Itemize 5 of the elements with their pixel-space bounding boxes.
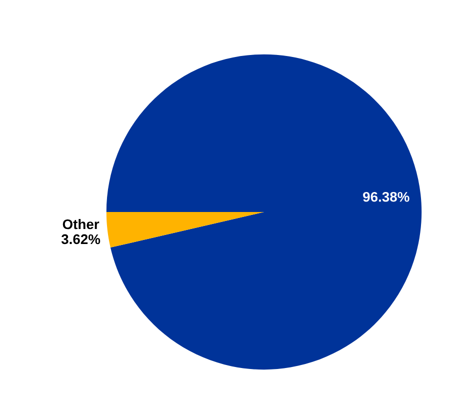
data-label: 96.38% [363, 192, 410, 202]
slice-label: Other [62, 218, 100, 230]
pie-slice [106, 54, 422, 370]
pie-slice [106, 212, 264, 248]
data-label: 3.62% [61, 234, 100, 244]
